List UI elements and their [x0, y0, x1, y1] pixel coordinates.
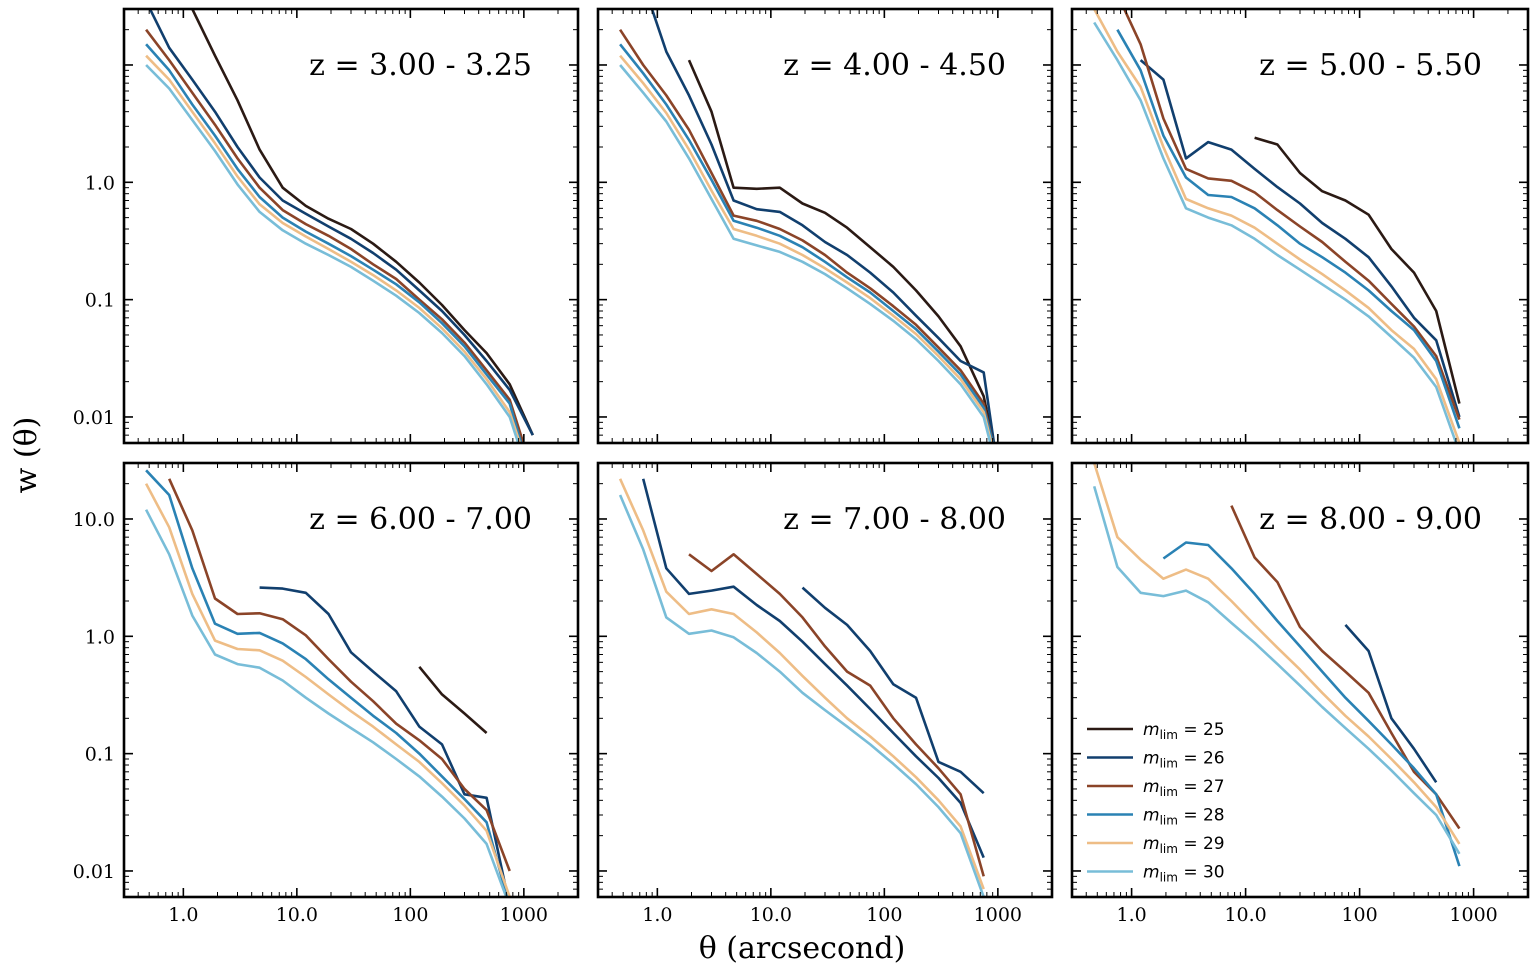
- series-line-m-lim-26: [148, 9, 534, 436]
- series-line-m-lim-27: [1122, 9, 1461, 421]
- legend-label: mlim = 27: [1143, 777, 1225, 799]
- x-tick-label: 10.0: [750, 904, 792, 926]
- series-line-m-lim-29: [144, 483, 511, 897]
- x-tick-label: 100: [392, 904, 428, 926]
- y-tick-label: 0.1: [85, 290, 115, 312]
- series-line-m-lim-25: [687, 59, 995, 443]
- series-group: [145, 9, 534, 443]
- series-line-m-lim-28: [145, 469, 509, 897]
- series-line-m-lim-25: [1254, 136, 1461, 404]
- panel-3: z = 5.00 - 5.50: [1070, 7, 1530, 445]
- series-line-m-lim-27: [1230, 505, 1461, 830]
- series-line-m-lim-26: [1139, 59, 1461, 418]
- series-line-m-lim-30: [1092, 485, 1461, 855]
- series-line-m-lim-29: [619, 54, 993, 443]
- legend-label: mlim = 30: [1143, 863, 1225, 885]
- series-group: [618, 478, 985, 897]
- series-line-m-lim-30: [1093, 21, 1458, 443]
- legend-label: mlim = 25: [1143, 720, 1225, 742]
- x-tick-label: 100: [866, 904, 902, 926]
- y-axis-label: w (θ): [9, 417, 44, 494]
- x-tick-label: 1.0: [168, 904, 198, 926]
- series-group: [1093, 9, 1461, 443]
- panel-1: z = 3.00 - 3.25 0.01 0.1 1.0: [73, 7, 580, 445]
- panel-frame: [1070, 461, 1530, 899]
- x-tick-label: 1000: [974, 904, 1022, 926]
- panel-title: z = 3.00 - 3.25: [309, 48, 532, 83]
- panels-layer: z = 3.00 - 3.25 0.01 0.1 1.0 z = 4.00 - 4.50…: [73, 7, 1530, 926]
- series-line-m-lim-27: [168, 478, 511, 872]
- panel-2: z = 4.00 - 4.50: [596, 7, 1054, 445]
- series-line-m-lim-28: [1116, 29, 1461, 429]
- series-group: [619, 9, 996, 443]
- series-line-m-lim-29: [1092, 463, 1461, 845]
- y-tick-label: 1.0: [85, 626, 115, 648]
- panel-frame: [1070, 7, 1530, 445]
- series-line-m-lim-27: [688, 552, 985, 877]
- y-tick-label: 10.0: [73, 509, 115, 531]
- legend-label: mlim = 26: [1143, 749, 1225, 771]
- x-tick-label: 1000: [1449, 904, 1497, 926]
- panel-title: z = 5.00 - 5.50: [1259, 48, 1482, 83]
- legend: mlim = 25 mlim = 26 mlim = 27 mlim = 28 mlim…: [1087, 720, 1225, 885]
- series-line-m-lim-27: [619, 28, 995, 443]
- series-line-m-lim-28: [145, 43, 523, 443]
- legend-label: mlim = 29: [1143, 834, 1225, 856]
- panel-frame: [596, 7, 1054, 445]
- series-line-m-lim-30: [618, 494, 985, 897]
- x-tick-label: 1.0: [1116, 904, 1146, 926]
- series-line-m-lim-26b: [801, 586, 985, 795]
- y-tick-label: 0.01: [73, 861, 115, 883]
- series-line-m-lim-27: [145, 28, 525, 443]
- x-tick-label: 10.0: [1224, 904, 1266, 926]
- series-line-m-lim-30: [619, 64, 992, 443]
- series-line-m-lim-28: [1162, 541, 1461, 867]
- series-group: [1092, 463, 1461, 867]
- series-line-m-lim-28: [619, 43, 995, 443]
- y-tick-label: 0.01: [73, 407, 115, 429]
- x-tick-label: 100: [1341, 904, 1377, 926]
- panel-frame: [122, 7, 580, 445]
- legend-label: mlim = 28: [1143, 806, 1225, 828]
- panel-title: z = 6.00 - 7.00: [309, 502, 532, 537]
- panel-frame: [122, 461, 580, 899]
- panel-title: z = 7.00 - 8.00: [783, 502, 1006, 537]
- panel-title: z = 4.00 - 4.50: [783, 48, 1006, 83]
- series-line-m-lim-29: [618, 478, 985, 890]
- series-group: [144, 469, 511, 897]
- series-line-m-lim-25: [190, 9, 534, 436]
- x-tick-label: 1000: [500, 904, 548, 926]
- series-line-m-lim-30: [145, 64, 520, 443]
- series-line-m-lim-26: [641, 478, 985, 859]
- panel-frame: [596, 461, 1054, 899]
- series-line-m-lim-30: [144, 509, 508, 897]
- series-line-m-lim-26: [259, 586, 510, 897]
- series-line-m-lim-29: [145, 54, 522, 443]
- x-axis-label: θ (arcsecond): [699, 931, 906, 966]
- x-tick-label: 1.0: [642, 904, 672, 926]
- panel-4: z = 6.00 - 7.00 1.0 10.0 100 1000 0.01 0.1 1.0 1…: [73, 461, 580, 926]
- series-line-m-lim-25: [418, 665, 488, 734]
- series-line-m-lim-29: [1093, 9, 1461, 443]
- series-line-m-lim-26: [650, 9, 996, 443]
- y-tick-label: 0.1: [85, 744, 115, 766]
- panel-title: z = 8.00 - 9.00: [1259, 502, 1482, 537]
- y-tick-label: 1.0: [85, 172, 115, 194]
- series-line-m-lim-26: [1344, 624, 1438, 784]
- panel-5: z = 7.00 - 8.00 1.0 10.0 100 1000: [596, 461, 1054, 926]
- x-tick-label: 10.0: [276, 904, 318, 926]
